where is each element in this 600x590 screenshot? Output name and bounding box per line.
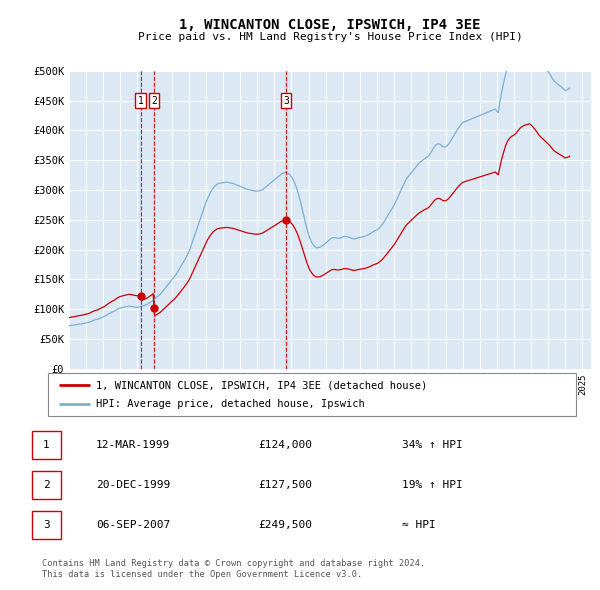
- Text: 12-MAR-1999: 12-MAR-1999: [96, 440, 170, 450]
- Bar: [154, 71, 155, 369]
- Text: 1, WINCANTON CLOSE, IPSWICH, IP4 3EE: 1, WINCANTON CLOSE, IPSWICH, IP4 3EE: [179, 18, 481, 32]
- FancyBboxPatch shape: [48, 373, 576, 416]
- Text: 19% ↑ HPI: 19% ↑ HPI: [402, 480, 463, 490]
- Text: 3: 3: [43, 520, 50, 530]
- Text: 34% ↑ HPI: 34% ↑ HPI: [402, 440, 463, 450]
- Text: £249,500: £249,500: [258, 520, 312, 530]
- Text: HPI: Average price, detached house, Ipswich: HPI: Average price, detached house, Ipsw…: [95, 399, 364, 409]
- Text: 20-DEC-1999: 20-DEC-1999: [96, 480, 170, 490]
- Text: 2: 2: [151, 96, 157, 106]
- Bar: [140, 71, 142, 369]
- FancyBboxPatch shape: [32, 431, 61, 458]
- Text: 1: 1: [138, 96, 143, 106]
- Text: £124,000: £124,000: [258, 440, 312, 450]
- Text: £127,500: £127,500: [258, 480, 312, 490]
- Bar: [286, 71, 287, 369]
- Text: Price paid vs. HM Land Registry's House Price Index (HPI): Price paid vs. HM Land Registry's House …: [137, 32, 523, 42]
- FancyBboxPatch shape: [32, 471, 61, 499]
- Text: 06-SEP-2007: 06-SEP-2007: [96, 520, 170, 530]
- FancyBboxPatch shape: [32, 512, 61, 539]
- Text: This data is licensed under the Open Government Licence v3.0.: This data is licensed under the Open Gov…: [42, 571, 362, 579]
- Text: 1, WINCANTON CLOSE, IPSWICH, IP4 3EE (detached house): 1, WINCANTON CLOSE, IPSWICH, IP4 3EE (de…: [95, 381, 427, 391]
- Text: 1: 1: [43, 440, 50, 450]
- Text: ≈ HPI: ≈ HPI: [402, 520, 436, 530]
- Text: 3: 3: [283, 96, 289, 106]
- Text: Contains HM Land Registry data © Crown copyright and database right 2024.: Contains HM Land Registry data © Crown c…: [42, 559, 425, 568]
- Text: 2: 2: [43, 480, 50, 490]
